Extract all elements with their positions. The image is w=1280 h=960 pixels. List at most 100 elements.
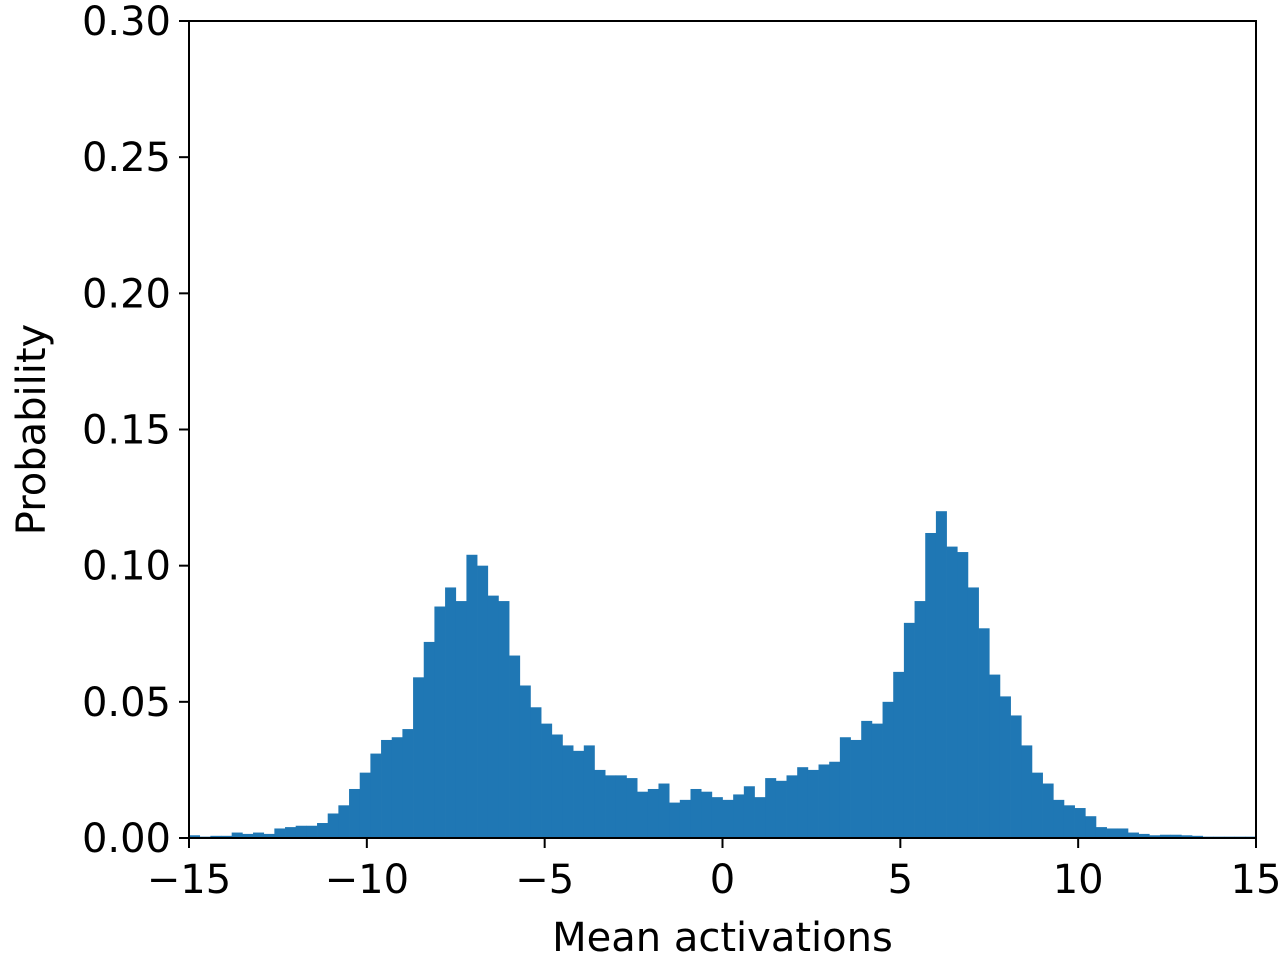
- histogram-bar: [754, 797, 766, 838]
- y-tick-label: 0.25: [82, 135, 171, 181]
- histogram-bar: [839, 737, 851, 838]
- x-tick-label: 5: [888, 857, 913, 903]
- histogram-bar: [989, 674, 1001, 838]
- histogram-bar: [519, 685, 531, 838]
- histogram-bar: [1053, 799, 1065, 838]
- histogram-bar: [221, 835, 233, 838]
- y-axis: 0.00 0.05 0.10 0.15 0.20 0.25 0.30: [82, 0, 189, 862]
- histogram-bar: [978, 628, 990, 838]
- histogram-bar: [1127, 832, 1139, 838]
- histogram-bar: [679, 799, 691, 838]
- histogram-bar: [402, 729, 414, 838]
- histogram-bar: [967, 587, 979, 838]
- y-axis-label: Probability: [9, 324, 55, 535]
- histogram-bar: [850, 739, 862, 838]
- histogram-bar: [871, 723, 883, 838]
- histogram-bar: [701, 791, 713, 838]
- histogram-bar: [455, 601, 467, 838]
- histogram-bar: [583, 745, 595, 838]
- histogram-bar: [338, 805, 350, 838]
- histogram-bar: [861, 720, 873, 838]
- histogram-bar: [1031, 772, 1043, 838]
- histogram-bar: [359, 772, 371, 838]
- plot-frame: [188, 20, 1257, 839]
- histogram-bar: [1085, 816, 1097, 838]
- x-tick-label: 10: [1053, 857, 1104, 903]
- histogram-bar: [786, 775, 798, 838]
- histogram-bar: [999, 696, 1011, 838]
- y-tick-label: 0.10: [82, 544, 171, 590]
- x-tick-label: −15: [147, 857, 231, 903]
- histogram-bar: [615, 775, 627, 838]
- histogram-bar: [733, 794, 745, 838]
- histogram-bar: [327, 813, 339, 838]
- histogram-bar: [1170, 834, 1182, 838]
- histogram-bar: [818, 764, 830, 838]
- histogram-bar: [647, 788, 659, 838]
- histogram-bar: [1159, 834, 1171, 838]
- histogram-bar: [541, 723, 553, 838]
- histogram-bar: [189, 835, 201, 838]
- histogram-bars: [189, 511, 1257, 838]
- histogram-bar: [1117, 828, 1129, 838]
- y-tick-label: 0.20: [82, 271, 171, 317]
- histogram-bar: [1181, 835, 1193, 838]
- histogram-bar: [1042, 783, 1054, 838]
- histogram-bar: [946, 546, 958, 838]
- histogram-bar: [605, 775, 617, 838]
- histogram-bar: [349, 788, 361, 838]
- histogram-bar: [306, 825, 318, 838]
- histogram-bar: [690, 788, 702, 838]
- x-axis-label: Mean activations: [552, 915, 893, 960]
- histogram-bar: [1074, 808, 1086, 838]
- histogram-bar: [775, 780, 787, 838]
- histogram-bar: [498, 601, 510, 838]
- histogram-bar: [263, 833, 275, 838]
- histogram-bar: [253, 832, 265, 838]
- histogram-bar: [722, 799, 734, 838]
- x-axis: −15 −10 −5 0 5 10 15: [147, 838, 1280, 903]
- histogram-bar: [295, 825, 307, 838]
- histogram-bar: [317, 823, 329, 838]
- histogram-bar: [573, 750, 585, 838]
- x-tick-label: −5: [515, 857, 574, 903]
- histogram-bar: [594, 769, 606, 838]
- y-tick-label: 0.15: [82, 408, 171, 454]
- histogram-bar: [1106, 828, 1118, 838]
- histogram-bar: [1138, 833, 1150, 838]
- histogram-bar: [487, 595, 499, 838]
- histogram-bar: [466, 554, 478, 838]
- histogram-bar: [658, 783, 670, 838]
- y-tick-label: 0.00: [82, 816, 171, 862]
- histogram-bar: [285, 827, 297, 838]
- histogram-bar: [797, 767, 809, 838]
- histogram-bar: [893, 671, 905, 838]
- histogram-bar: [210, 835, 222, 838]
- histogram-bar: [1149, 835, 1161, 838]
- histogram-bar: [882, 701, 894, 838]
- histogram-bar: [242, 833, 254, 838]
- histogram-bar: [925, 532, 937, 838]
- histogram-bar: [957, 552, 969, 838]
- histogram-bar: [445, 587, 457, 838]
- histogram-bar: [765, 778, 777, 838]
- histogram-bar: [711, 797, 723, 838]
- y-tick-label: 0.30: [82, 0, 171, 45]
- histogram-bar: [551, 734, 563, 838]
- histogram-bar: [914, 601, 926, 838]
- histogram-bar: [477, 565, 489, 838]
- histogram-bar: [637, 791, 649, 838]
- histogram-bar: [1063, 805, 1075, 838]
- histogram-bar: [935, 511, 947, 838]
- histogram-bar: [903, 622, 915, 838]
- x-tick-label: 15: [1231, 857, 1280, 903]
- histogram-bar: [434, 606, 446, 838]
- histogram-bar: [1010, 715, 1022, 838]
- x-tick-label: −10: [325, 857, 409, 903]
- histogram-bar: [807, 769, 819, 838]
- histogram-bar: [413, 677, 425, 838]
- histogram-bar: [530, 707, 542, 838]
- histogram-bar: [1191, 835, 1203, 838]
- histogram-bar: [423, 641, 435, 838]
